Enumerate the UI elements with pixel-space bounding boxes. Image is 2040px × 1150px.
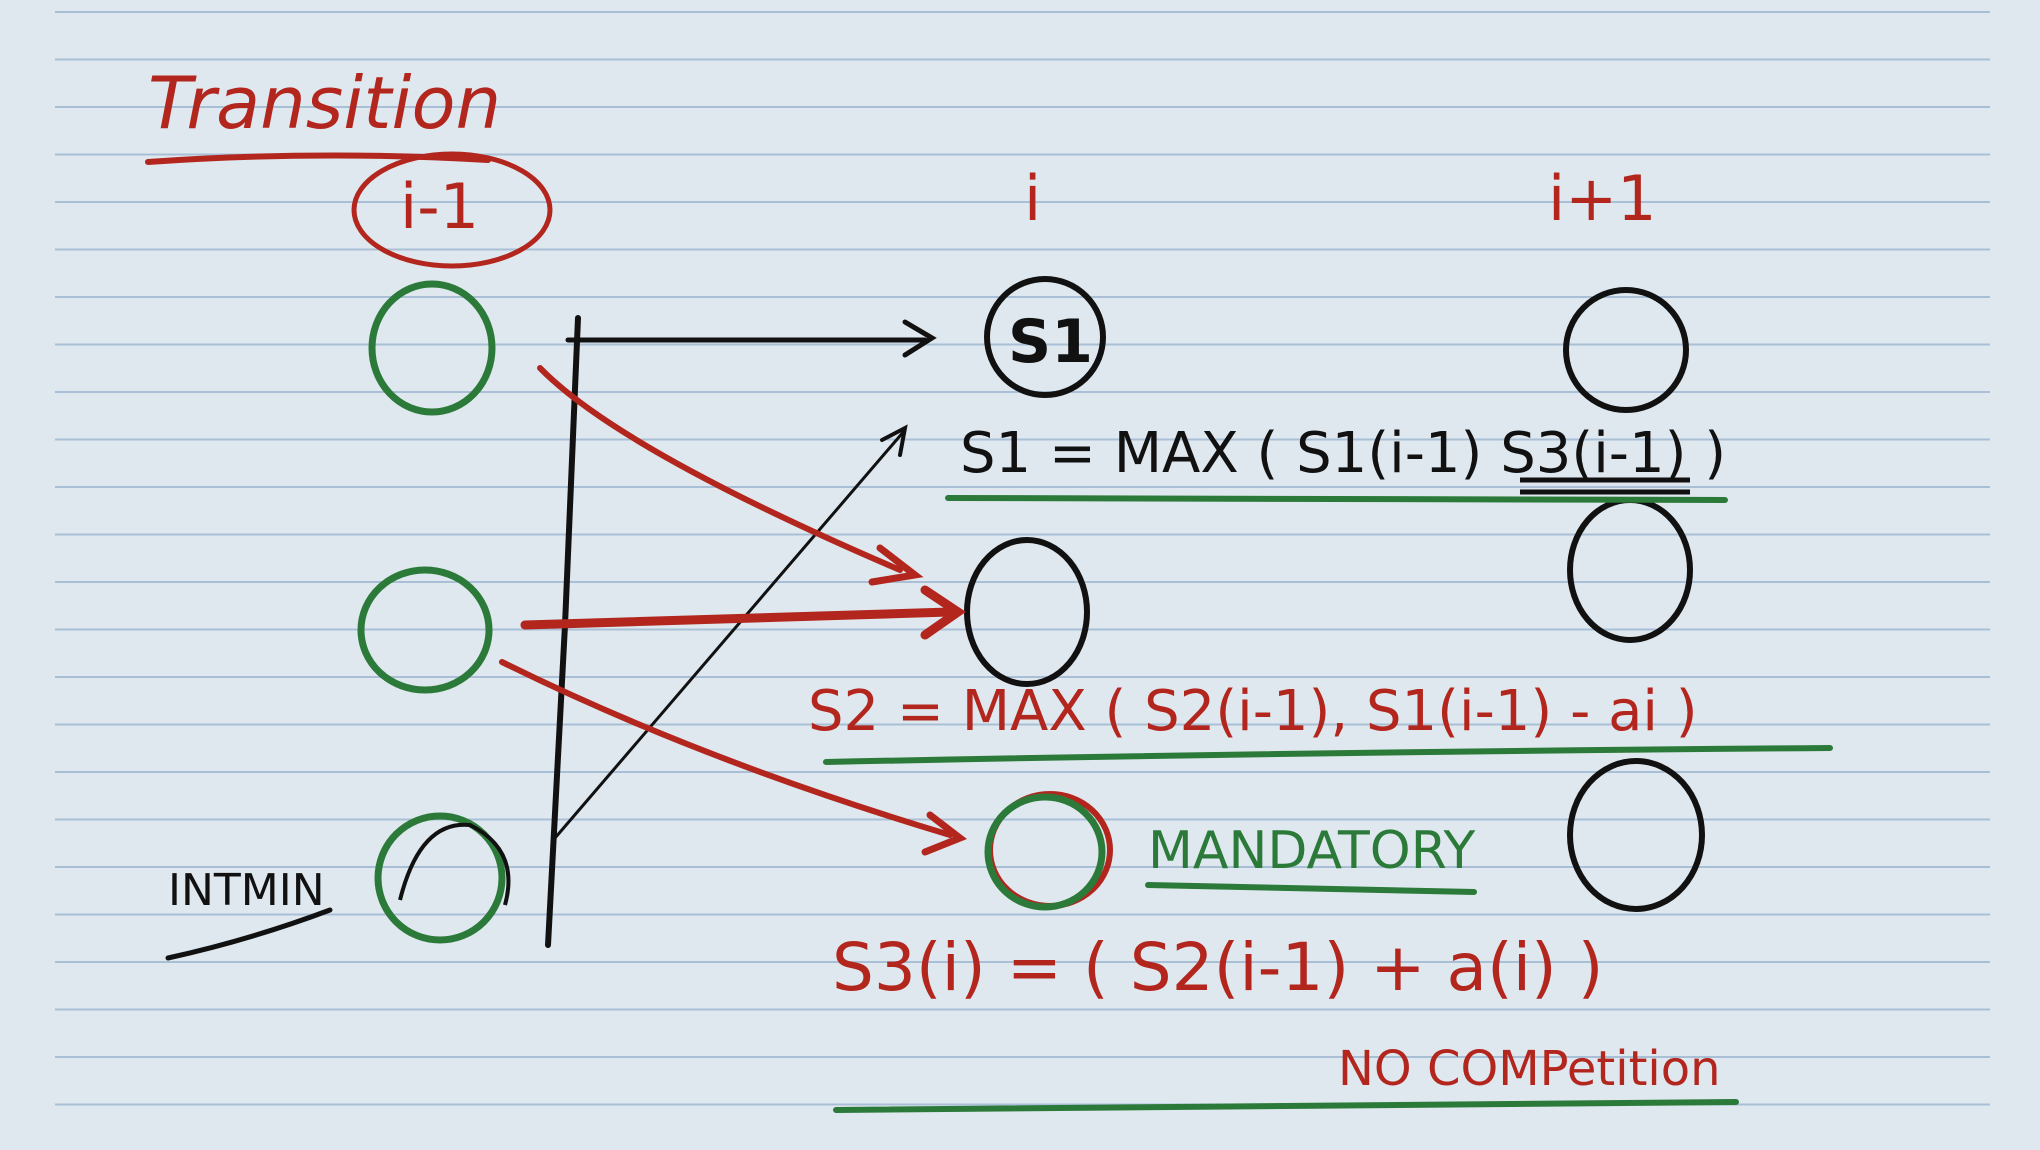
state-cur-2 xyxy=(964,537,1090,687)
state-cur-1 xyxy=(984,276,1106,398)
column-header-prev: i-1 xyxy=(400,170,479,243)
arrow-prev2-to-cur3 xyxy=(499,659,953,838)
prev-column-circle xyxy=(351,151,553,269)
state-prev-1 xyxy=(368,280,496,416)
ruled-lines xyxy=(55,11,1990,1106)
arrow-prev2-to-cur2-head xyxy=(920,585,966,640)
state-next-1 xyxy=(1563,287,1689,413)
equation-s1: S1 = MAX ( S1(i-1) S3(i-1) ) xyxy=(960,421,1726,486)
state-prev-2 xyxy=(357,566,493,694)
state-next-3 xyxy=(1567,758,1705,912)
arrow-prev2-to-cur2 xyxy=(520,607,955,630)
arrow-intmin-to-s1-head xyxy=(880,424,908,457)
state-prev-3 xyxy=(374,812,506,944)
equation-s2-underline xyxy=(823,745,1833,765)
arrow-intmin-to-s1 xyxy=(553,428,907,840)
intmin-underline xyxy=(165,907,333,961)
equation-s2: S2 = MAX ( S2(i-1), S1(i-1) - ai ) xyxy=(808,679,1698,744)
s3-double-underline xyxy=(1520,477,1690,495)
arrow-prev1-to-cur2 xyxy=(537,365,903,573)
divider-line xyxy=(545,315,581,948)
no-competition-label: NO COMPetition xyxy=(1338,1041,1721,1097)
arrow-prev1-to-cur2-head xyxy=(868,544,924,586)
state-cur-1-label: S1 xyxy=(1008,307,1093,377)
mandatory-label: MANDATORY xyxy=(1148,821,1475,881)
arrow-divider-to-s1-head xyxy=(902,319,937,358)
column-header-next: i+1 xyxy=(1548,162,1657,235)
equation-s3-underline xyxy=(833,1099,1739,1113)
mandatory-underline xyxy=(1145,882,1477,895)
arrow-prev2-to-cur3-head xyxy=(921,811,968,856)
column-header-cur: i xyxy=(1024,162,1041,235)
state-prev-3-ink xyxy=(398,822,511,906)
title-underline xyxy=(145,152,491,165)
diagram-title: Transition xyxy=(148,61,501,145)
equation-s3: S3(i) = ( S2(i-1) + a(i) ) xyxy=(832,929,1604,1006)
state-next-2 xyxy=(1567,497,1693,643)
intmin-label: INTMIN xyxy=(168,865,325,916)
equation-s1-underline xyxy=(945,495,1728,503)
state-cur-3-green xyxy=(984,793,1106,911)
